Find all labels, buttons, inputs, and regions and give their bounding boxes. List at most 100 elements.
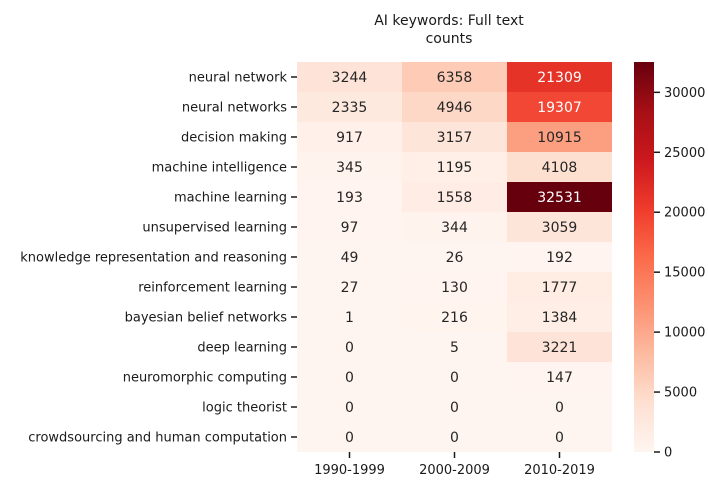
cell-value-label: 26 — [446, 250, 464, 266]
heatmap-cell — [297, 272, 402, 302]
y-tick-label: neural networks — [182, 101, 287, 116]
cell-value-label: 344 — [441, 220, 468, 236]
heatmap-cell — [402, 422, 507, 452]
colorbar — [634, 62, 654, 452]
x-axis-labels: 1990-1999 2000-2009 2010-2019 — [314, 452, 595, 478]
heatmap-cell — [297, 62, 402, 92]
heatmap-cell — [507, 242, 612, 272]
y-axis-labels: neural network neural networks decision ma… — [20, 71, 297, 446]
heatmap-cell — [507, 122, 612, 152]
y-tick-label: unsupervised learning — [142, 221, 287, 236]
cell-value-label: 1 — [345, 310, 354, 326]
heatmap-cell — [402, 332, 507, 362]
cell-value-label: 6358 — [437, 70, 473, 86]
colorbar-ticks: 0 5000 10000 15000 20000 25000 30000 — [654, 86, 705, 461]
heatmap-cell — [507, 332, 612, 362]
cell-value-label: 130 — [441, 280, 468, 296]
cell-value-label: 1558 — [437, 190, 473, 206]
colorbar-tick-label: 20000 — [664, 206, 705, 221]
cell-value-label: 49 — [341, 250, 359, 266]
cell-value-label: 1195 — [437, 160, 473, 176]
y-tick-label: bayesian belief networks — [125, 311, 288, 326]
y-tick-label: neuromorphic computing — [123, 371, 287, 386]
cell-value-label: 32531 — [537, 190, 582, 206]
cell-value-label: 4946 — [437, 100, 473, 116]
heatmap-cell — [297, 212, 402, 242]
y-tick-label: neural network — [189, 71, 288, 86]
y-tick-label: deep learning — [197, 341, 287, 356]
cell-value-label: 0 — [555, 430, 564, 446]
heatmap-cells: 3244 6358 21309 2335 4946 19307 917 3157 10915 34… — [297, 62, 612, 452]
colorbar-tick-label: 25000 — [664, 146, 705, 161]
heatmap-cell — [507, 272, 612, 302]
heatmap-cell — [402, 152, 507, 182]
heatmap-cell — [297, 182, 402, 212]
y-tick-label: crowdsourcing and human computation — [28, 431, 287, 446]
cell-value-label: 0 — [450, 400, 459, 416]
x-tick-label: 1990-1999 — [314, 463, 385, 478]
heatmap-cell — [507, 392, 612, 422]
heatmap-cell — [507, 362, 612, 392]
heatmap-cell — [297, 152, 402, 182]
cell-value-label: 3221 — [542, 340, 578, 356]
y-tick-label: machine intelligence — [152, 161, 287, 176]
heatmap-cell — [507, 302, 612, 332]
cell-value-label: 345 — [336, 160, 363, 176]
y-tick-label: machine learning — [174, 191, 287, 206]
cell-value-label: 193 — [336, 190, 363, 206]
cell-value-label: 2335 — [332, 100, 368, 116]
y-tick-label: reinforcement learning — [138, 281, 287, 296]
heatmap-cell — [297, 242, 402, 272]
heatmap-cell — [297, 92, 402, 122]
heatmap-cell — [402, 302, 507, 332]
heatmap-cell — [402, 242, 507, 272]
cell-value-label: 147 — [546, 370, 573, 386]
cell-value-label: 5 — [450, 340, 459, 356]
y-tick-label: knowledge representation and reasoning — [20, 251, 287, 266]
heatmap-cell — [507, 422, 612, 452]
heatmap-cell — [297, 122, 402, 152]
chart-title-line-1: AI keywords: Full text — [374, 13, 524, 29]
cell-value-label: 0 — [450, 430, 459, 446]
heatmap-cell — [507, 182, 612, 212]
heatmap-cell — [507, 212, 612, 242]
cell-value-label: 3157 — [437, 130, 473, 146]
cell-value-label: 4108 — [542, 160, 578, 176]
heatmap-cell — [402, 362, 507, 392]
colorbar-tick-label: 15000 — [664, 266, 705, 281]
heatmap-cell — [297, 362, 402, 392]
cell-value-label: 917 — [336, 130, 363, 146]
cell-value-label: 3244 — [332, 70, 368, 86]
x-tick-label: 2010-2019 — [524, 463, 595, 478]
heatmap-cell — [402, 272, 507, 302]
heatmap-cell — [297, 302, 402, 332]
cell-value-label: 19307 — [537, 100, 582, 116]
y-tick-label: logic theorist — [202, 401, 287, 416]
cell-value-label: 0 — [450, 370, 459, 386]
heatmap-cell — [297, 332, 402, 362]
cell-value-label: 27 — [341, 280, 359, 296]
cell-value-label: 3059 — [542, 220, 578, 236]
heatmap-cell — [507, 62, 612, 92]
cell-value-label: 0 — [345, 400, 354, 416]
y-tick-label: decision making — [181, 131, 287, 146]
cell-value-label: 0 — [345, 340, 354, 356]
cell-value-label: 192 — [546, 250, 573, 266]
heatmap-cell — [507, 152, 612, 182]
colorbar-tick-label: 5000 — [664, 386, 697, 401]
chart-title-line-2: counts — [426, 31, 473, 47]
cell-value-label: 0 — [345, 370, 354, 386]
heatmap-cell — [402, 92, 507, 122]
cell-value-label: 10915 — [537, 130, 582, 146]
colorbar-tick-label: 0 — [664, 446, 672, 461]
heatmap-cell — [402, 212, 507, 242]
cell-value-label: 97 — [341, 220, 359, 236]
colorbar-tick-label: 10000 — [664, 326, 705, 341]
heatmap-cell — [297, 392, 402, 422]
cell-value-label: 21309 — [537, 70, 582, 86]
cell-value-label: 1777 — [542, 280, 578, 296]
colorbar-tick-label: 30000 — [664, 86, 705, 101]
heatmap-cell — [402, 62, 507, 92]
x-tick-label: 2000-2009 — [419, 463, 490, 478]
